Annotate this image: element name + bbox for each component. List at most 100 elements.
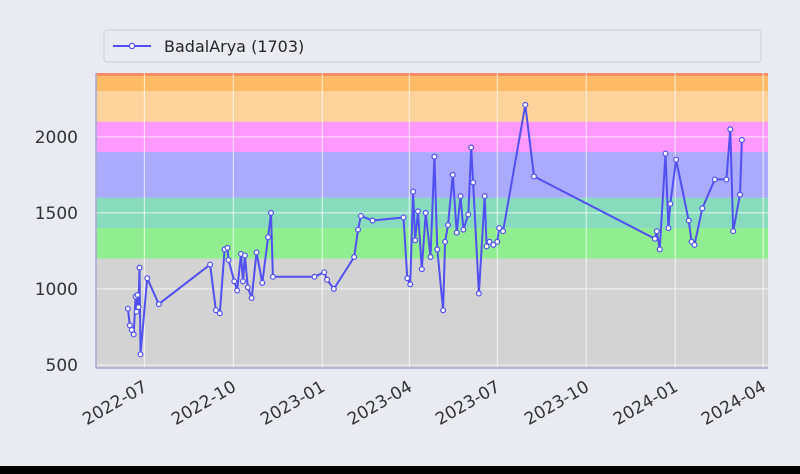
bottom-bar <box>0 466 800 474</box>
data-point-46 <box>427 253 434 260</box>
data-point-26 <box>259 279 266 286</box>
data-point-11 <box>155 301 162 308</box>
data-point-83 <box>730 228 737 235</box>
data-point-72 <box>662 150 669 157</box>
data-point-38 <box>400 214 407 221</box>
data-point-33 <box>330 285 337 292</box>
data-point-39 <box>404 275 411 282</box>
data-point-69 <box>651 235 658 242</box>
x-tick-label-0: 2022-07 <box>79 377 151 430</box>
data-point-63 <box>490 241 497 248</box>
data-point-12 <box>207 261 214 268</box>
data-point-30 <box>311 273 318 280</box>
data-point-21 <box>239 278 246 285</box>
data-point-34 <box>351 253 358 260</box>
data-point-71 <box>656 246 663 253</box>
data-point-32 <box>324 276 331 283</box>
data-point-61 <box>483 243 490 250</box>
data-point-70 <box>653 228 660 235</box>
data-point-45 <box>422 209 429 216</box>
data-point-58 <box>470 179 477 186</box>
data-point-57 <box>468 144 475 151</box>
x-tick-label-6: 2024-01 <box>610 377 682 430</box>
data-point-75 <box>673 156 680 163</box>
rating-band-5 <box>96 91 768 122</box>
rating-band-3 <box>96 152 768 198</box>
y-tick-label-0: 500 <box>46 356 78 376</box>
data-point-68 <box>531 173 538 180</box>
data-point-3 <box>130 331 137 338</box>
data-point-79 <box>699 205 706 212</box>
data-point-50 <box>442 238 449 245</box>
legend-marker-swatch <box>128 42 136 50</box>
axes <box>95 73 768 369</box>
x-tick-label-2: 2023-01 <box>257 377 329 430</box>
data-point-19 <box>234 287 241 294</box>
data-point-14 <box>216 310 223 317</box>
data-point-65 <box>496 225 503 232</box>
data-point-27 <box>265 234 272 241</box>
data-point-43 <box>414 208 421 215</box>
data-point-18 <box>231 278 238 285</box>
data-point-62 <box>486 238 493 245</box>
data-point-84 <box>736 191 743 198</box>
data-point-59 <box>475 290 482 297</box>
legend-box <box>103 29 762 63</box>
data-point-67 <box>522 101 529 108</box>
data-point-35 <box>355 226 362 233</box>
data-point-55 <box>460 226 467 233</box>
y-tick-label-2: 1500 <box>35 204 78 224</box>
y-tick-label-1: 1000 <box>35 280 78 300</box>
data-point-48 <box>434 246 441 253</box>
data-point-17 <box>225 257 232 264</box>
data-point-76 <box>685 217 692 224</box>
data-point-41 <box>410 188 417 195</box>
y-tick-label-3: 2000 <box>35 128 78 148</box>
data-point-16 <box>224 244 231 251</box>
data-point-56 <box>465 211 472 218</box>
data-point-74 <box>667 200 674 207</box>
series-line-0 <box>126 103 743 356</box>
data-point-9 <box>137 351 144 358</box>
data-point-24 <box>248 295 255 302</box>
data-point-0 <box>124 305 131 312</box>
data-point-10 <box>144 275 151 282</box>
data-point-82 <box>727 126 734 133</box>
data-point-47 <box>431 153 438 160</box>
data-point-37 <box>369 217 376 224</box>
data-point-53 <box>453 229 460 236</box>
data-point-51 <box>444 222 451 229</box>
data-point-25 <box>253 249 260 256</box>
data-point-22 <box>241 252 248 259</box>
rating-band-7 <box>96 73 768 77</box>
data-point-81 <box>723 176 730 183</box>
x-tick-label-1: 2022-10 <box>168 377 240 430</box>
data-point-80 <box>711 176 718 183</box>
data-point-73 <box>665 225 672 232</box>
x-tick-label-4: 2023-07 <box>432 377 504 430</box>
x-tick-label-3: 2023-04 <box>344 377 416 430</box>
data-point-6 <box>134 292 141 299</box>
x-tick-label-7: 2024-04 <box>698 377 770 430</box>
rating-band-6 <box>96 76 768 92</box>
data-point-40 <box>407 281 414 288</box>
legend: BadalArya (1703) <box>103 29 762 63</box>
data-point-49 <box>440 307 447 314</box>
data-point-13 <box>212 307 219 314</box>
legend-label: BadalArya (1703) <box>164 37 304 56</box>
data-point-31 <box>321 269 328 276</box>
data-point-66 <box>500 228 507 235</box>
x-tick-label-5: 2023-10 <box>521 377 593 430</box>
rating-band-0 <box>96 258 768 368</box>
data-point-44 <box>418 266 425 273</box>
data-point-8 <box>136 264 143 271</box>
data-point-36 <box>357 212 364 219</box>
data-point-78 <box>691 241 698 248</box>
data-point-28 <box>268 209 275 216</box>
data-point-64 <box>494 238 501 245</box>
data-point-42 <box>412 237 419 244</box>
data-point-52 <box>449 171 456 178</box>
data-point-23 <box>244 284 251 291</box>
data-point-54 <box>457 193 464 200</box>
